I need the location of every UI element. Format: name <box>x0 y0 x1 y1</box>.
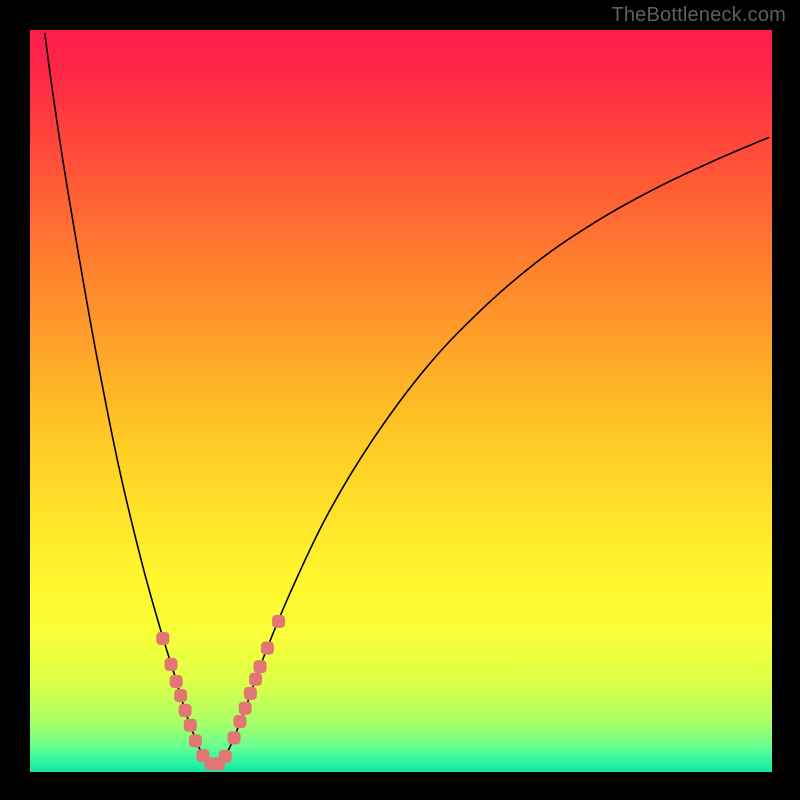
marker-point <box>250 673 262 685</box>
chart-svg <box>30 30 772 772</box>
plot-area <box>30 30 772 772</box>
marker-group <box>157 615 285 769</box>
marker-point <box>219 750 231 762</box>
marker-point <box>165 658 177 670</box>
marker-point <box>170 675 182 687</box>
marker-point <box>234 716 246 728</box>
marker-point <box>244 687 256 699</box>
marker-point <box>228 732 240 744</box>
marker-point <box>157 632 169 644</box>
marker-point <box>273 615 285 627</box>
marker-point <box>261 642 273 654</box>
marker-point <box>184 719 196 731</box>
valley-curve <box>45 34 768 768</box>
marker-point <box>175 690 187 702</box>
watermark-text: TheBottleneck.com <box>611 4 786 27</box>
marker-point <box>254 661 266 673</box>
marker-point <box>179 704 191 716</box>
marker-point <box>189 735 201 747</box>
marker-point <box>239 702 251 714</box>
canvas-root: TheBottleneck.com <box>0 0 800 800</box>
